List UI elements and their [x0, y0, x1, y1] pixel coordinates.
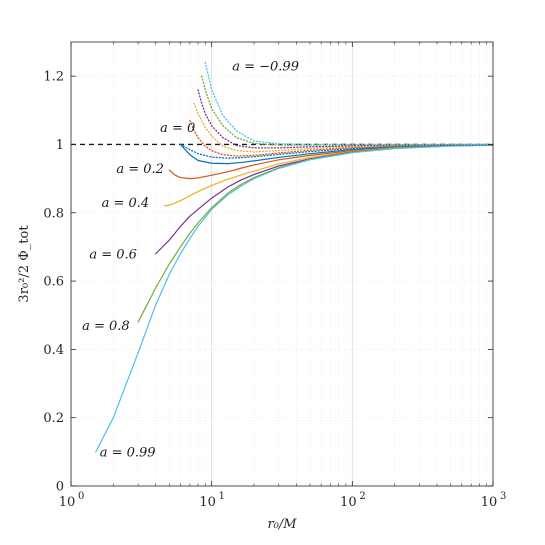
- x-tick-label-exponent: 2: [359, 491, 365, 502]
- series-line-solid-0: [179, 143, 494, 165]
- x-tick-label-exponent: 3: [500, 491, 506, 502]
- x-tick-label: 10: [481, 495, 498, 510]
- tick-labels: 00.20.40.60.811.210 0 10 1 10 2 10 3: [43, 70, 506, 510]
- y-tick-label: 0.2: [43, 411, 64, 426]
- series-line-solid-5: [95, 144, 494, 453]
- x-axis-title: r₀/M: [267, 517, 297, 532]
- y-axis-title: 3r₀²/2 Φ_tot: [17, 225, 32, 303]
- x-tick-label: 10: [199, 495, 216, 510]
- x-tick-label: 10: [59, 495, 76, 510]
- annotations: a = −0.99 a = 0 a = 0.2 a = 0.4 a = 0.6 a = 0…: [82, 59, 299, 460]
- series-annotation: a = 0.6: [89, 247, 137, 262]
- series-line-dotted-9: [197, 89, 494, 149]
- series-annotation: a = −0.99: [232, 59, 299, 74]
- series-annotation: a = 0: [160, 121, 195, 136]
- x-tick-label: 10: [340, 495, 357, 510]
- series-annotation: a = 0.2: [116, 162, 164, 177]
- plot-area: [71, 42, 493, 486]
- series-line-dotted-7: [189, 119, 494, 157]
- y-tick-label: 0.8: [43, 206, 64, 221]
- y-tick-label: 1.2: [43, 70, 64, 85]
- series-line-dotted-11: [204, 61, 494, 146]
- series-annotation: a = 0.8: [82, 319, 130, 334]
- x-tick-label-exponent: 0: [78, 491, 84, 502]
- plot-frame: [70, 41, 494, 487]
- series-group: [95, 61, 494, 453]
- x-tick-label-exponent: 1: [219, 491, 225, 502]
- y-tick-label: 0.6: [43, 275, 64, 290]
- y-tick-label: 1: [56, 138, 64, 153]
- series-annotation: a = 0.4: [102, 196, 150, 211]
- series-line-dotted-8: [193, 102, 494, 153]
- series-annotation: a = 0.99: [100, 445, 156, 460]
- y-tick-label: 0.4: [43, 343, 64, 358]
- axis-ticks: [70, 42, 494, 487]
- y-tick-label: 0: [56, 480, 64, 495]
